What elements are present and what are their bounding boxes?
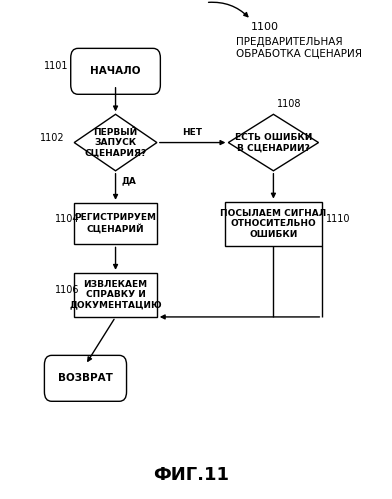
Text: ИЗВЛЕКАЕМ
СПРАВКУ И
ДОКУМЕНТАЦИЮ: ИЗВЛЕКАЕМ СПРАВКУ И ДОКУМЕНТАЦИЮ bbox=[69, 280, 162, 310]
Text: 1110: 1110 bbox=[326, 214, 350, 224]
FancyBboxPatch shape bbox=[71, 48, 160, 94]
Text: РЕГИСТРИРУЕМ
СЦЕНАРИЙ: РЕГИСТРИРУЕМ СЦЕНАРИЙ bbox=[74, 214, 156, 234]
Text: ПОСЫЛАЕМ СИГНАЛ
ОТНОСИТЕЛЬНО
ОШИБКИ: ПОСЫЛАЕМ СИГНАЛ ОТНОСИТЕЛЬНО ОШИБКИ bbox=[220, 209, 327, 239]
Bar bbox=[74, 273, 157, 317]
Polygon shape bbox=[228, 114, 319, 171]
Text: 1108: 1108 bbox=[277, 99, 302, 109]
FancyBboxPatch shape bbox=[44, 355, 127, 401]
Text: 1102: 1102 bbox=[40, 133, 65, 143]
Text: ЕСТЬ ОШИБКИ
В СЦЕНАРИИ?: ЕСТЬ ОШИБКИ В СЦЕНАРИИ? bbox=[235, 133, 312, 152]
Text: ПРЕДВАРИТЕЛЬНАЯ
ОБРАБОТКА СЦЕНАРИЯ: ПРЕДВАРИТЕЛЬНАЯ ОБРАБОТКА СЦЕНАРИЯ bbox=[236, 37, 362, 58]
Text: НАЧАЛО: НАЧАЛО bbox=[90, 66, 141, 76]
Text: ВОЗВРАТ: ВОЗВРАТ bbox=[58, 373, 113, 383]
Text: 1106: 1106 bbox=[55, 285, 80, 295]
Bar bbox=[74, 203, 157, 245]
Text: НЕТ: НЕТ bbox=[183, 128, 203, 137]
Text: ПЕРВЫЙ
ЗАПУСК
СЦЕНАРИЯ?: ПЕРВЫЙ ЗАПУСК СЦЕНАРИЯ? bbox=[84, 128, 147, 158]
Text: 1101: 1101 bbox=[44, 61, 69, 71]
Polygon shape bbox=[74, 114, 157, 171]
Bar bbox=[225, 202, 322, 246]
Text: 1100: 1100 bbox=[251, 22, 279, 32]
Text: ФИГ.11: ФИГ.11 bbox=[153, 466, 229, 484]
Text: ДА: ДА bbox=[121, 177, 136, 186]
Text: 1104: 1104 bbox=[55, 214, 80, 224]
